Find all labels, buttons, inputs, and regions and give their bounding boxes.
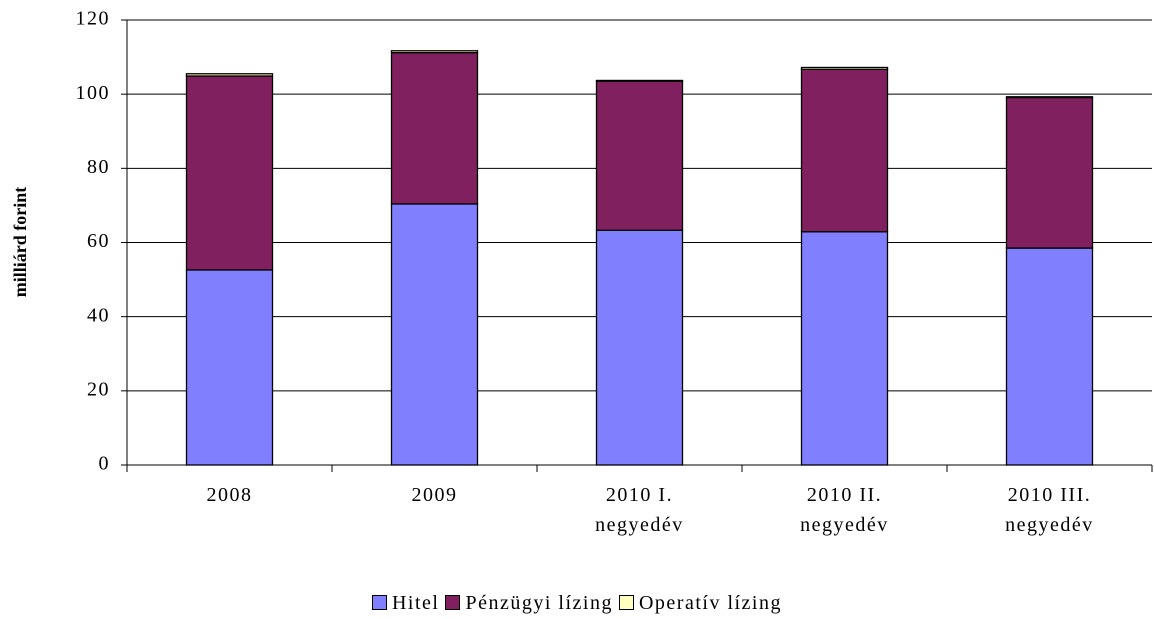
- y-tick-label: 120: [76, 8, 111, 30]
- legend-swatch: [618, 595, 634, 610]
- bar-segment: [1005, 247, 1094, 466]
- bar-segment: [595, 79, 684, 82]
- bar-segment: [185, 73, 274, 77]
- legend-swatch: [371, 595, 387, 610]
- bar-segment: [595, 229, 684, 466]
- bar-segment: [1005, 96, 1094, 99]
- bar-segment: [390, 51, 479, 205]
- bar-segment: [185, 269, 274, 466]
- legend-item: Hitel: [371, 592, 440, 615]
- x-tick-label: 2009: [411, 484, 458, 506]
- bar-segment: [185, 75, 274, 271]
- bar-segment: [1005, 96, 1094, 249]
- x-tick-label: 2010 II. negyedév: [800, 484, 889, 536]
- y-tick-label: 40: [87, 304, 110, 326]
- legend-label: Operatív lízing: [638, 592, 782, 614]
- y-tick-label: 60: [87, 230, 110, 252]
- bar-segment: [800, 68, 889, 233]
- legend-item: Operatív lízing: [618, 592, 782, 615]
- bar-segment: [390, 203, 479, 466]
- y-tick-label: 20: [87, 378, 110, 400]
- x-tick-label: 2010 I. negyedév: [595, 484, 684, 536]
- legend-item: Pénzügyi lízing: [445, 592, 612, 615]
- legend-label: Hitel: [391, 592, 440, 614]
- legend-label: Pénzügyi lízing: [465, 592, 613, 614]
- bar-segment: [800, 231, 889, 466]
- x-tick-label: 2010 III. negyedév: [1005, 484, 1094, 536]
- legend: Hitel Pénzügyi lízing Operatív lízing: [0, 592, 1154, 615]
- y-axis-label: milliárd forint: [10, 187, 30, 298]
- legend-swatch: [445, 595, 461, 610]
- y-tick-label: 100: [76, 82, 111, 104]
- y-tick-label: 80: [87, 156, 110, 178]
- x-tick-label: 2008: [206, 484, 253, 506]
- bar-segment: [800, 66, 889, 70]
- bar-segment: [595, 80, 684, 231]
- bar-segment: [390, 50, 479, 54]
- y-tick-label: 0: [99, 453, 111, 475]
